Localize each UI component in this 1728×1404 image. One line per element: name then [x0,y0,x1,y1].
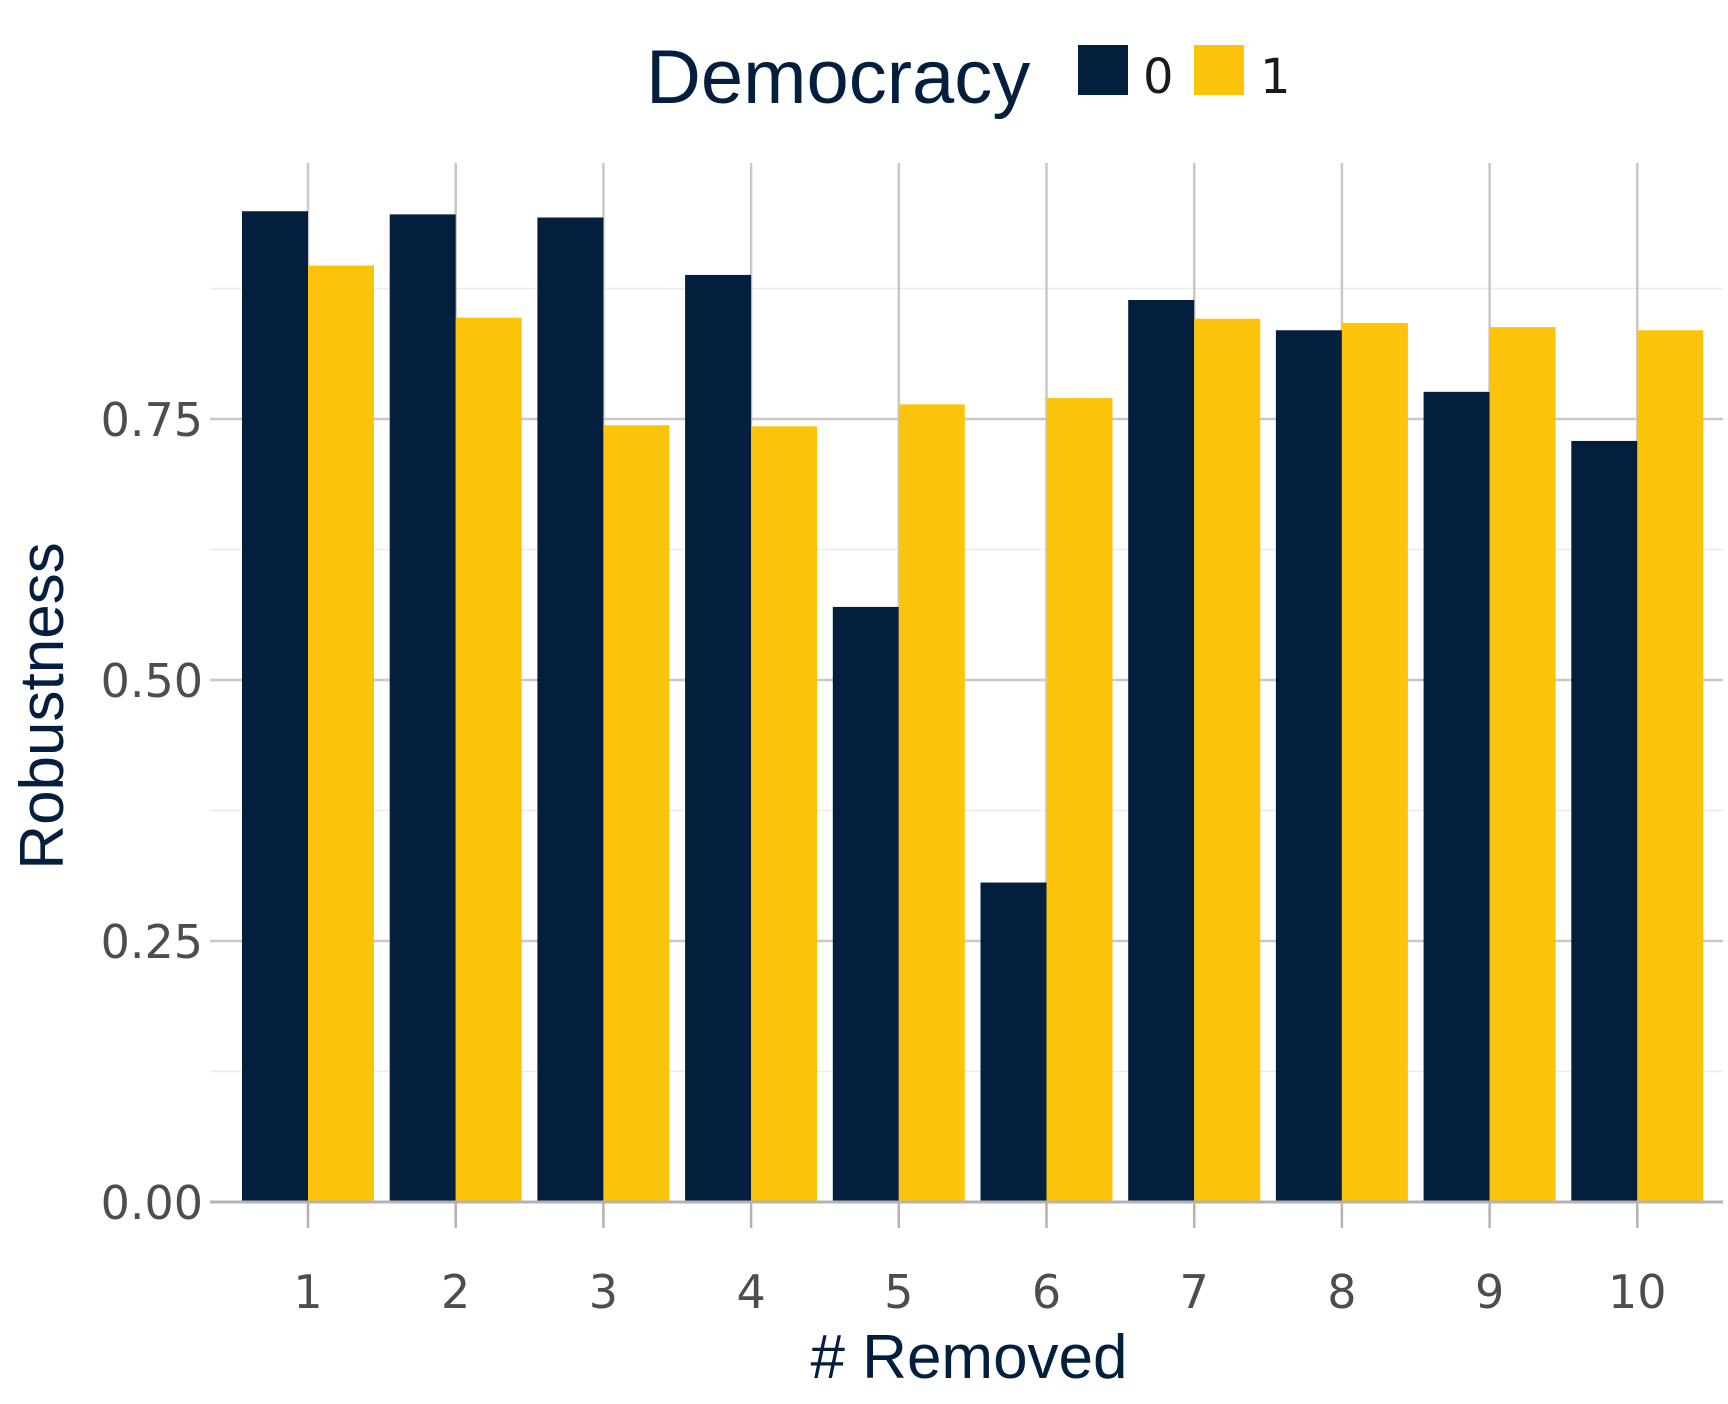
y-axis-title: Robustness [8,542,77,869]
bar-series-0-cat-8 [1275,330,1342,1202]
bar-series-0-cat-6 [980,882,1047,1202]
y-tick-label: 0.75 [101,393,203,447]
x-tick-label: 2 [441,1265,470,1319]
x-tick-label: 8 [1327,1265,1356,1319]
legend-swatch-0 [1078,45,1128,95]
legend-swatch-1 [1194,45,1244,95]
legend-label-0: 0 [1143,49,1174,105]
bar-series-1-cat-10 [1637,330,1704,1202]
bar-series-1-cat-3 [603,425,670,1202]
x-tick-label: 5 [884,1265,913,1319]
bar-series-0-cat-3 [537,217,604,1202]
bar-series-1-cat-8 [1341,322,1408,1202]
x-tick-label: 7 [1180,1265,1209,1319]
x-tick-label: 1 [293,1265,322,1319]
bars [242,211,1704,1203]
bar-series-1-cat-5 [898,404,965,1202]
legend-title: Democracy [646,35,1030,120]
bar-series-0-cat-9 [1423,391,1490,1203]
legend: Democracy 0 1 [646,35,1291,120]
bar-series-0-cat-7 [1128,299,1195,1202]
axes: 1 2 3 4 5 6 7 8 9 10 0.00 0.25 0.50 0.75 [101,393,1723,1319]
bar-series-1-cat-6 [1046,398,1113,1202]
x-tick-label: 4 [736,1265,765,1319]
bar-series-1-cat-7 [1194,318,1261,1202]
bar-series-1-cat-2 [455,317,522,1202]
x-tick-label: 3 [589,1265,618,1319]
y-tick-label: 0.25 [101,915,203,969]
y-tick-label: 0.00 [101,1176,203,1230]
bar-series-1-cat-9 [1489,327,1556,1202]
x-tick-label: 6 [1032,1265,1061,1319]
bar-series-0-cat-1 [242,211,308,1202]
x-tick-label: 9 [1475,1265,1504,1319]
bar-series-0-cat-2 [389,214,456,1203]
bar-series-1-cat-4 [751,426,818,1203]
x-axis-title: # Removed [810,1323,1127,1392]
bar-series-1-cat-1 [308,265,374,1203]
x-tick-label: 10 [1608,1265,1667,1319]
legend-label-1: 1 [1260,49,1291,105]
y-tick-label: 0.50 [101,654,203,708]
bar-series-0-cat-10 [1571,440,1638,1202]
bar-series-0-cat-4 [685,274,752,1203]
bar-series-0-cat-5 [832,606,899,1202]
